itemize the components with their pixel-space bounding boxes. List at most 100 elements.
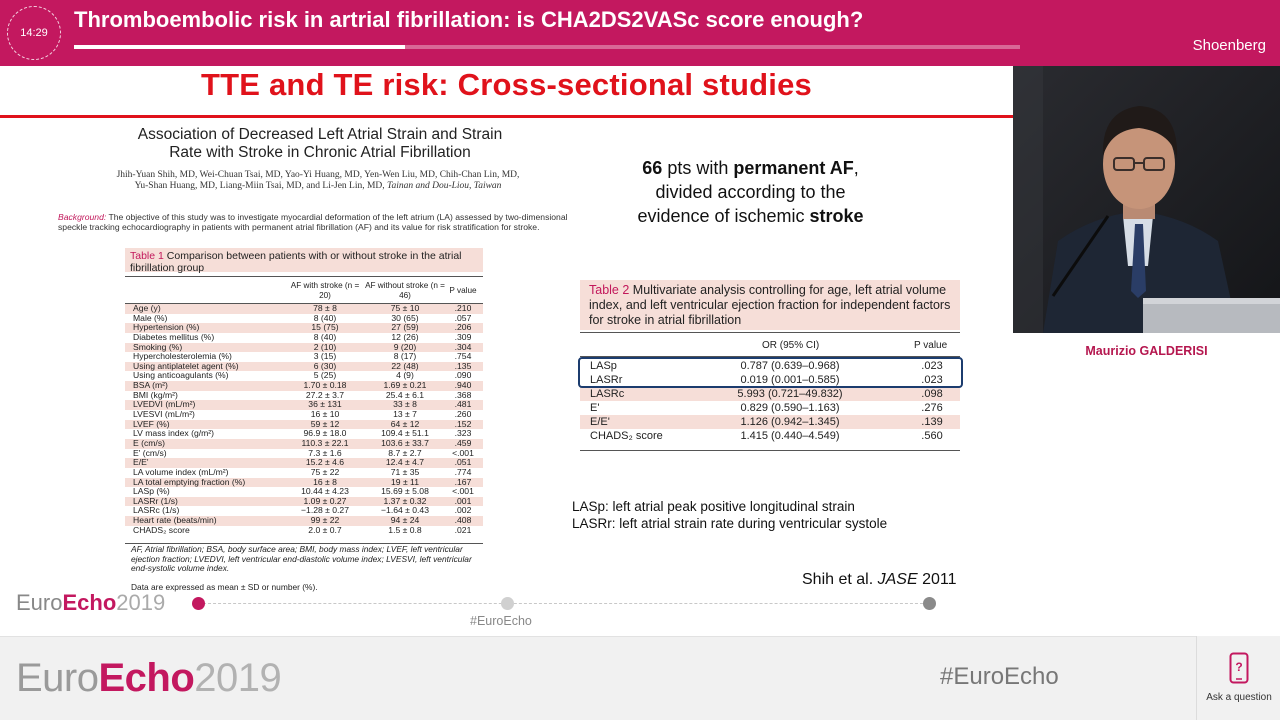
table1-row: LA total emptying fraction (%) 16 ± 8 19 ±… [125, 476, 483, 488]
table1-col-pvalue: P value [449, 286, 477, 295]
table1-cell: 5 (25) [313, 370, 337, 381]
table1-cell: .368 [454, 389, 472, 400]
table1-cell: LASp (%) [133, 486, 170, 497]
table1-cell: 75 ± 10 [390, 303, 420, 313]
table2-col-or: OR (95% CI) [762, 340, 820, 351]
room-name: Shoenberg [1192, 37, 1266, 54]
table1-row: Smoking (%) 2 (10) 9 (20) .304 [125, 341, 483, 353]
table1-cell: Male (%) [133, 312, 168, 323]
table1-cell: 78 ± 8 [313, 303, 337, 313]
paper-title-line: Rate with Stroke in Chronic Atrial Fibri… [169, 144, 471, 161]
table1-cell: Heart rate (beats/min) [133, 515, 217, 526]
summary-text: pts with [662, 158, 734, 178]
authors-line-text: Yu-Shan Huang, MD, Liang-Miin Tsai, MD, … [134, 181, 385, 191]
table1-cell: .774 [454, 466, 472, 477]
table1-cell: LASRr (1/s) [133, 495, 178, 506]
table1-cell: 30 (65) [391, 312, 419, 323]
summary-text: evidence of ischemic [637, 206, 810, 226]
table1-cell: LA total emptying fraction (%) [133, 476, 246, 487]
abbreviation-lasp: LASp: left atrial peak positive longitud… [572, 499, 855, 514]
event-hashtag: #EuroEcho [940, 663, 1059, 690]
abbreviations: LASp: left atrial peak positive longitud… [572, 498, 887, 532]
table1-cell: E (cm/s) [133, 437, 165, 448]
table1-cell: 13 ± 7 [393, 409, 417, 420]
table1-cell: LVEF (%) [133, 418, 170, 429]
table1-cell: LV mass index (g/m²) [133, 428, 215, 439]
table1-cell: <.001 [452, 447, 474, 458]
paper-title-line: Association of Decreased Left Atrial Str… [137, 126, 503, 143]
table1-row: BMI (kg/m²) 27.2 ± 3.7 25.4 ± 6.1 .368 [125, 389, 483, 401]
table1-cell: 1.5 ± 0.8 [388, 524, 422, 535]
table1-bottom-rule [125, 543, 483, 544]
logo-year: 2019 [116, 590, 166, 615]
table2-caption-text: Multivariate analysis controlling for ag… [589, 283, 951, 327]
authors-line: Yu-Shan Huang, MD, Liang-Miin Tsai, MD, … [58, 181, 578, 192]
study-summary: 66 pts with permanent AF, divided accord… [598, 156, 903, 228]
table1-cell: 8 (40) [313, 312, 337, 323]
slide-footer-dot [923, 597, 936, 610]
table1-row: LASRc (1/s) −1.28 ± 0.27 −1.64 ± 0.43 .002 [125, 506, 483, 516]
event-logo: EuroEcho2019 [16, 656, 282, 701]
table1-row: LA volume index (mL/m²) 75 ± 22 71 ± 35 .77… [125, 466, 483, 478]
table1-cell: .304 [454, 341, 472, 352]
table1-row: LVEDVI (mL/m²) 36 ± 131 33 ± 8 .481 [125, 399, 483, 411]
citation-authors: Shih et al. [802, 571, 878, 588]
table1-cell: 109.4 ± 51.1 [381, 428, 429, 439]
table1-cell: BMI (kg/m²) [133, 389, 178, 400]
table1-cell: .090 [454, 370, 472, 381]
abbreviation-lasrr: LASRr: left atrial strain rate during ve… [572, 516, 888, 531]
summary-line-2: divided according to the [655, 182, 846, 202]
table1-cell: .940 [454, 380, 472, 391]
table1-cell: Hypercholesterolemia (%) [133, 351, 232, 362]
table1-cell: Using antiplatelet agent (%) [133, 360, 239, 371]
table1-row: LVEF (%) 59 ± 12 64 ± 12 .152 [125, 418, 483, 430]
table2-cell: 0.787 (0.639–0.968) [740, 360, 840, 372]
table1-cell: BSA (m²) [133, 380, 168, 391]
table1-cell: .057 [454, 312, 472, 323]
citation: Shih et al. JASE 2011 [802, 571, 956, 589]
table1-cell: LASRc (1/s) [133, 505, 180, 516]
table1-row: Age (y) 78 ± 8 75 ± 10 .210 [125, 303, 483, 314]
table1-cell: .051 [454, 457, 472, 468]
table1-row: Hypercholesterolemia (%) 3 (15) 8 (17) .754 [125, 352, 483, 362]
table1-cell: .002 [454, 505, 472, 516]
table2-cell: 0.019 (0.001–0.585) [740, 374, 840, 386]
table2-cell: 0.829 (0.590–1.163) [740, 402, 840, 414]
table1-cell: .167 [454, 476, 472, 487]
table1-cell: −1.28 ± 0.27 [301, 505, 349, 516]
table2-cell: LASp [590, 360, 617, 372]
table2-bottom-rule [580, 450, 960, 451]
table1-cell: 9 (20) [393, 341, 417, 352]
table1-cell: .206 [454, 322, 472, 333]
authors-location: Tainan and Dou-Liou, Taiwan [387, 181, 502, 191]
table1-row: Male (%) 8 (40) 30 (65) .057 [125, 312, 483, 324]
logo-euro: Euro [16, 656, 99, 700]
table1-cell: 12.4 ± 4.7 [385, 457, 425, 468]
table1-body: Age (y) 78 ± 8 75 ± 10 .210 Male (%) 8 (40) 30… [125, 303, 483, 535]
table1-row: LVESVI (mL/m²) 16 ± 10 13 ± 7 .260 [125, 409, 483, 420]
slide-footer-dot [501, 597, 514, 610]
table1-cell: 33 ± 8 [393, 399, 417, 410]
table2-cell: .098 [921, 388, 943, 400]
citation-year: 2011 [917, 571, 957, 588]
speaker-video-frame [1013, 66, 1280, 333]
table1-cell: 27 (59) [391, 322, 419, 333]
table1-row: LV mass index (g/m²) 96.9 ± 18.0 109.4 ± 5… [125, 429, 483, 439]
table1-row: LASp (%) 10.44 ± 4.23 15.69 ± 5.08 <.001 [125, 487, 483, 497]
table1-cell: 4 (9) [396, 370, 414, 381]
table1-cell: .260 [454, 409, 472, 420]
table1-cell: 1.37 ± 0.32 [383, 495, 427, 506]
table1-cell: 10.44 ± 4.23 [301, 486, 349, 497]
background-text: The objective of this study was to inves… [58, 212, 568, 232]
table1-cell: 15.2 ± 4.6 [305, 457, 345, 468]
table1-cell: 94 ± 24 [390, 515, 420, 526]
presentation-slide: TTE and TE risk: Cross-sectional studies… [0, 66, 1013, 636]
slide-footer-line [198, 603, 933, 604]
table1-cell: LA volume index (mL/m²) [133, 466, 229, 477]
table2-row: E' 0.829 (0.590–1.163) .276 [580, 401, 960, 415]
citation-journal: JASE [877, 571, 918, 588]
table1-cell: .309 [454, 331, 472, 342]
ask-question-button[interactable]: ? Ask a question [1196, 636, 1280, 720]
table1-cell: .001 [454, 495, 472, 506]
table1-header: AF with stroke (n = 20) AF without strok… [125, 276, 483, 304]
